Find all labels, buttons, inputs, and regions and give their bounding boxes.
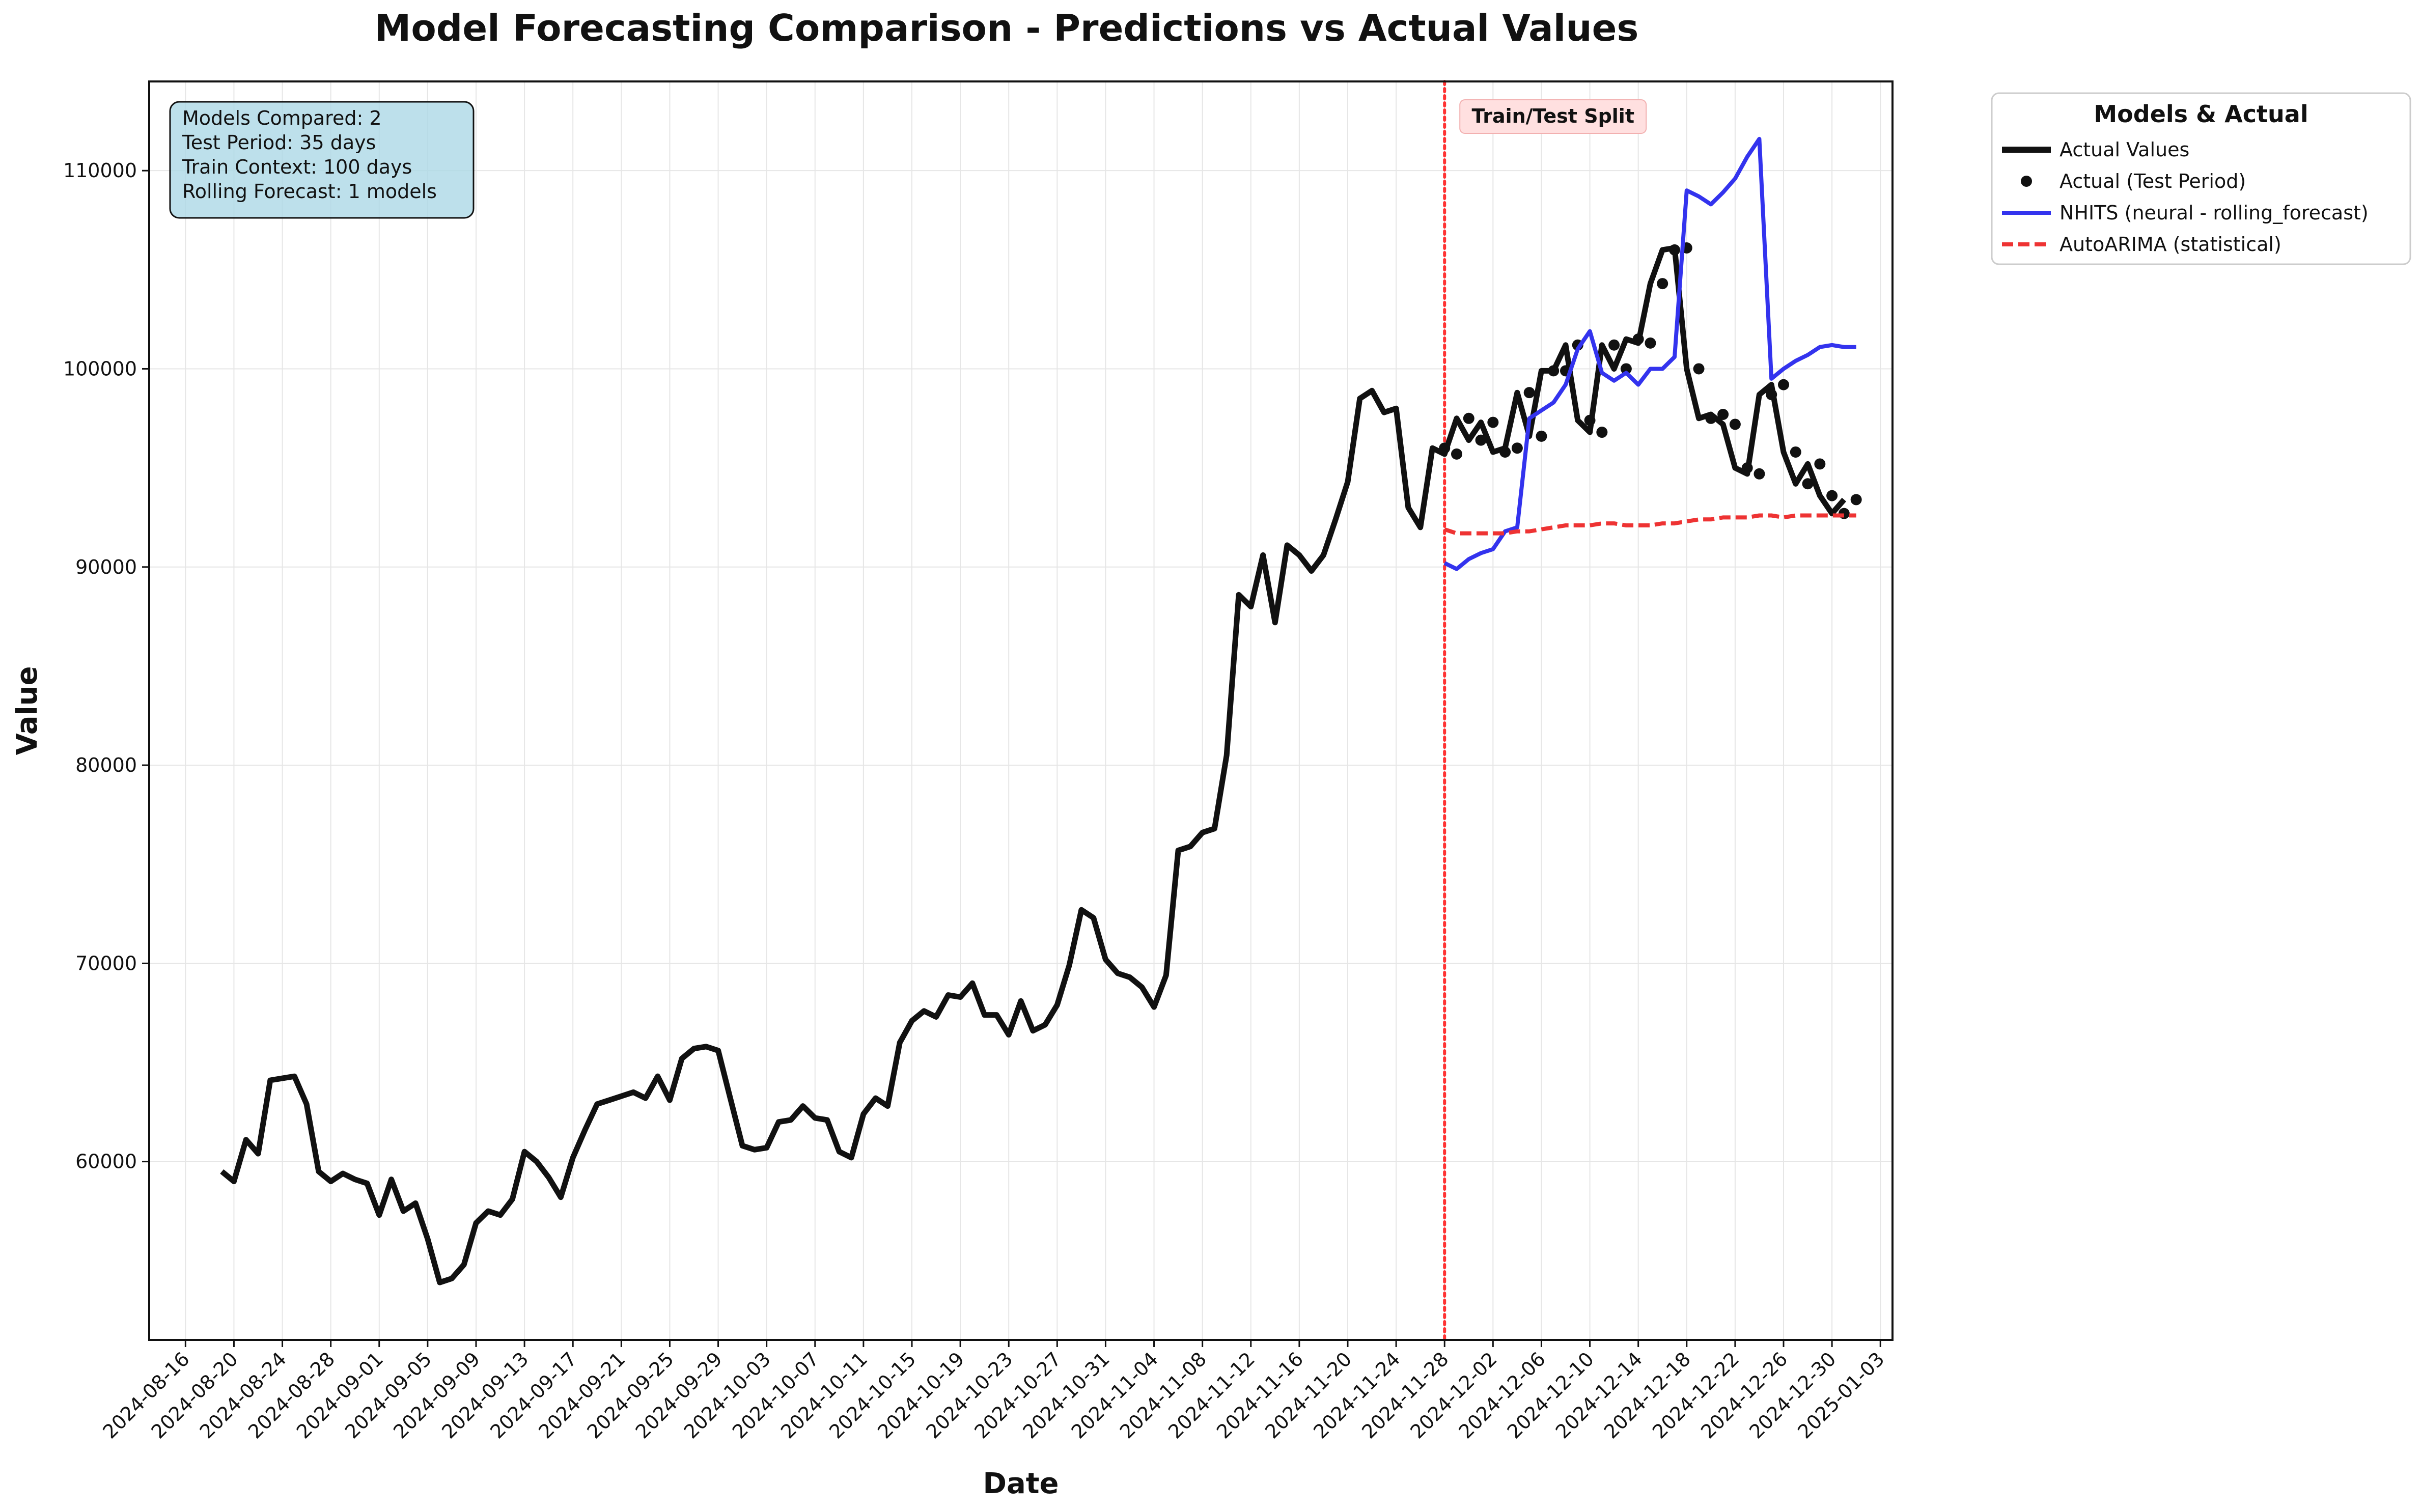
legend-label-actual-values: Actual Values (2060, 138, 2189, 161)
y-tick-label: 90000 (75, 556, 137, 578)
legend-frame (1991, 92, 2411, 265)
legend: Models & Actual Actual Values Actual (Te… (1991, 92, 2411, 265)
data-point-actual-test-period (1693, 363, 1705, 375)
split-label-background (1459, 99, 1647, 134)
data-point-actual-test-period (1766, 389, 1777, 401)
split-label-text: Train/Test Split (1471, 105, 1634, 127)
legend-title: Models & Actual (2094, 100, 2308, 128)
data-point-actual-test-period (1632, 333, 1644, 345)
data-point-actual-test-period (1584, 414, 1596, 426)
data-point-actual-test-period (1451, 448, 1462, 460)
data-point-actual-test-period (1741, 462, 1753, 474)
info-box-line: Train Context: 100 days (182, 156, 412, 178)
data-point-actual-test-period (1511, 442, 1523, 454)
data-point-actual-test-period (1669, 244, 1680, 256)
data-point-actual-test-period (1778, 379, 1789, 390)
grid-lines (149, 81, 1893, 1340)
data-point-actual-test-period (1608, 339, 1620, 351)
data-point-actual-test-period (1620, 363, 1632, 375)
x-axis-label: Date (983, 1467, 1059, 1500)
series-line-autoarima-statistical (1443, 513, 1856, 536)
data-point-actual-test-period (1463, 412, 1474, 424)
y-tick-label: 60000 (75, 1151, 137, 1173)
data-point-actual-test-period (1814, 458, 1826, 470)
info-box-line: Models Compared: 2 (182, 107, 382, 129)
data-point-actual-test-period (1754, 468, 1765, 480)
y-tick-label: 80000 (75, 754, 137, 776)
y-axis-label: Value (11, 666, 44, 755)
train-test-split: Train/Test Split (1443, 80, 1647, 1341)
info-box-background (169, 101, 475, 219)
data-point-actual-test-period (1536, 430, 1547, 442)
info-box-line: Rolling Forecast: 1 models (182, 180, 437, 203)
data-point-actual-test-period (1645, 337, 1656, 349)
chart-title: Model Forecasting Comparison - Predictio… (375, 7, 1639, 49)
data-point-actual-test-period (1475, 434, 1487, 446)
data-point-actual-test-period (1717, 409, 1729, 421)
legend-label-nhits: NHITS (neural - rolling_forecast) (2060, 202, 2369, 224)
data-point-actual-test-period (1850, 494, 1862, 506)
data-point-actual-test-period (1487, 416, 1499, 428)
data-point-actual-test-period (1596, 427, 1608, 438)
info-box-line: Test Period: 35 days (182, 131, 376, 154)
data-point-actual-test-period (1439, 442, 1451, 454)
split-label: Train/Test Split (1459, 99, 1647, 134)
y-tick-label: 100000 (63, 357, 137, 380)
series-lines (220, 136, 1862, 1285)
data-point-actual-test-period (1826, 490, 1838, 501)
data-point-actual-test-period (1729, 418, 1741, 430)
legend-label-actual-test: Actual (Test Period) (2060, 170, 2246, 192)
data-point-actual-test-period (1499, 446, 1511, 458)
data-point-actual-test-period (1657, 278, 1668, 290)
info-box: Models Compared: 2 Test Period: 35 days … (169, 101, 475, 219)
series-line-nhits-neural-rolling-forecast (1443, 136, 1856, 571)
plot-area-frame (148, 80, 1894, 1341)
data-point-actual-test-period (1802, 478, 1814, 490)
y-axis-ticks: 60000 70000 80000 90000 100000 110000 (63, 159, 149, 1173)
data-point-actual-test-period (1705, 412, 1717, 424)
series-line-actual-values (220, 245, 1847, 1285)
data-point-actual-test-period (1548, 365, 1560, 377)
legend-swatch-actual-test (2021, 176, 2032, 187)
y-tick-label: 70000 (75, 952, 137, 974)
legend-label-autoarima: AutoARIMA (statistical) (2060, 233, 2281, 256)
data-point-actual-test-period (1790, 446, 1801, 458)
data-point-actual-test-period (1523, 387, 1535, 399)
y-tick-label: 110000 (63, 159, 137, 182)
